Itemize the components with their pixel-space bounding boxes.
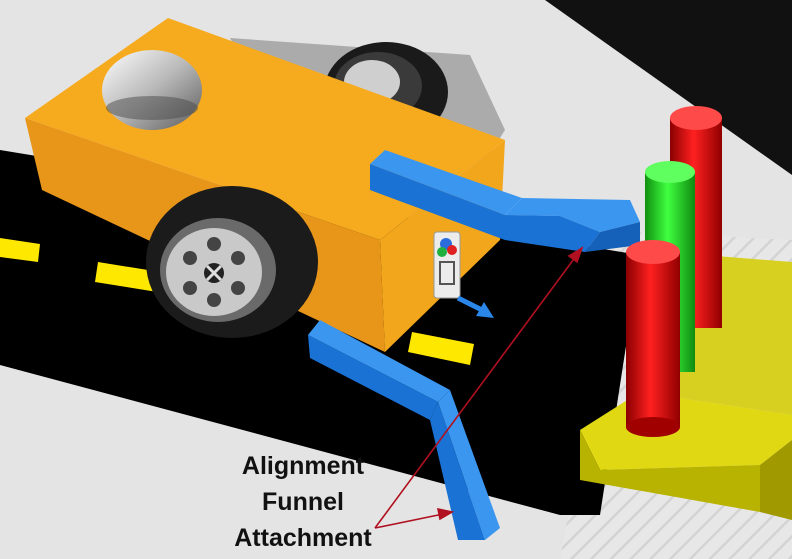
callout-label: Alignment Funnel Attachment bbox=[208, 448, 398, 556]
callout-line-3: Attachment bbox=[234, 524, 372, 552]
color-sensor-icon bbox=[433, 231, 461, 299]
callout-line-2: Funnel bbox=[262, 488, 344, 516]
callout-arrows bbox=[374, 246, 584, 529]
funnel-upper-arm bbox=[370, 150, 640, 252]
dark-wall bbox=[545, 0, 792, 175]
direction-arrow-icon bbox=[456, 295, 494, 318]
ball-caster-icon bbox=[102, 50, 202, 130]
funnel-lower-arm bbox=[308, 320, 500, 540]
cylinder-red-front bbox=[626, 240, 680, 437]
front-wheel bbox=[146, 186, 318, 338]
callout-line-1: Alignment bbox=[241, 452, 365, 480]
